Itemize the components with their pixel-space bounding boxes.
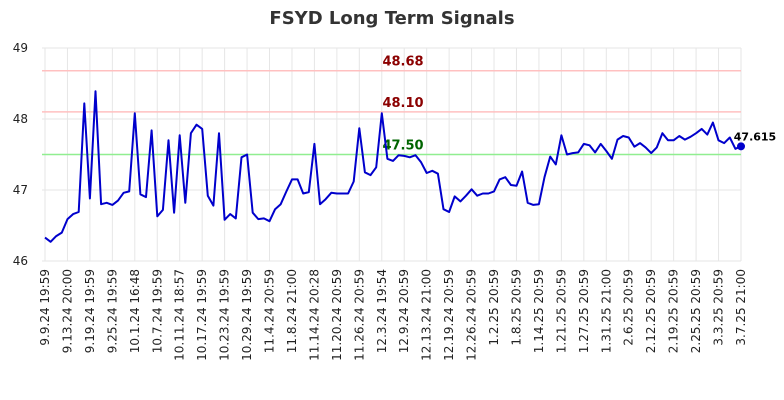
reference-line-label: 48.68 (382, 55, 423, 70)
x-tick-label: 9.25.24 19:59 (105, 269, 119, 353)
chart-title: FSYD Long Term Signals (269, 8, 515, 29)
x-tick-label: 11.20.24 20:59 (330, 269, 344, 361)
x-tick-label: 12.13.24 21:00 (420, 269, 434, 361)
x-tick-label: 11.4.24 20:59 (263, 269, 277, 353)
x-tick-label: 1.21.25 20:59 (554, 269, 568, 353)
x-tick-label: 1.27.25 20:59 (577, 269, 591, 353)
x-tick-label: 10.7.24 19:59 (150, 269, 164, 353)
series-line (44, 90, 742, 243)
x-tick-label: 2.12.25 20:59 (644, 269, 658, 353)
x-tick-label: 11.14.24 20:28 (307, 269, 321, 361)
y-tick-label: 49 (13, 41, 28, 55)
reference-line-label: 47.50 (382, 139, 423, 154)
y-tick-label: 47 (13, 183, 28, 197)
x-tick-label: 10.1.24 16:48 (128, 269, 142, 353)
x-tick-label: 2.6.25 20:59 (622, 269, 636, 346)
x-tick-label: 12.19.24 20:59 (442, 269, 456, 361)
x-tick-label: 10.23.24 19:59 (218, 269, 232, 361)
last-point-marker (737, 142, 745, 151)
x-tick-label: 12.9.24 20:59 (397, 269, 411, 353)
x-tick-label: 1.14.25 20:59 (532, 269, 546, 353)
x-tick-label: 2.25.25 20:59 (689, 269, 703, 353)
x-tick-label: 10.11.24 18:57 (173, 269, 187, 361)
x-tick-label: 3.7.25 21:00 (734, 269, 748, 346)
x-tick-label: 9.9.24 19:59 (38, 269, 52, 346)
y-tick-label: 46 (13, 254, 28, 268)
x-tick-label: 12.3.24 19:54 (375, 269, 389, 353)
x-tick-label: 11.26.24 20:59 (352, 269, 366, 361)
x-tick-label: 1.2.25 20:59 (487, 269, 501, 346)
x-tick-label: 1.8.25 20:59 (509, 269, 523, 346)
x-tick-label: 10.17.24 19:59 (195, 269, 209, 361)
reference-line-label: 48.10 (382, 96, 423, 111)
x-tick-label: 11.8.24 21:00 (285, 269, 299, 353)
x-tick-label: 1.31.25 21:00 (599, 269, 613, 353)
x-tick-label: 9.19.24 19:59 (83, 269, 97, 353)
x-tick-label: 10.29.24 19:59 (240, 269, 254, 361)
x-tick-label: 3.3.25 20:59 (712, 269, 726, 346)
x-tick-label: 2.19.25 20:59 (667, 269, 681, 353)
y-tick-label: 48 (13, 112, 28, 126)
x-tick-label: 9.13.24 20:00 (60, 269, 74, 353)
last-value-label: 47.615 (734, 130, 776, 143)
x-tick-label: 12.26.24 20:59 (465, 269, 479, 361)
